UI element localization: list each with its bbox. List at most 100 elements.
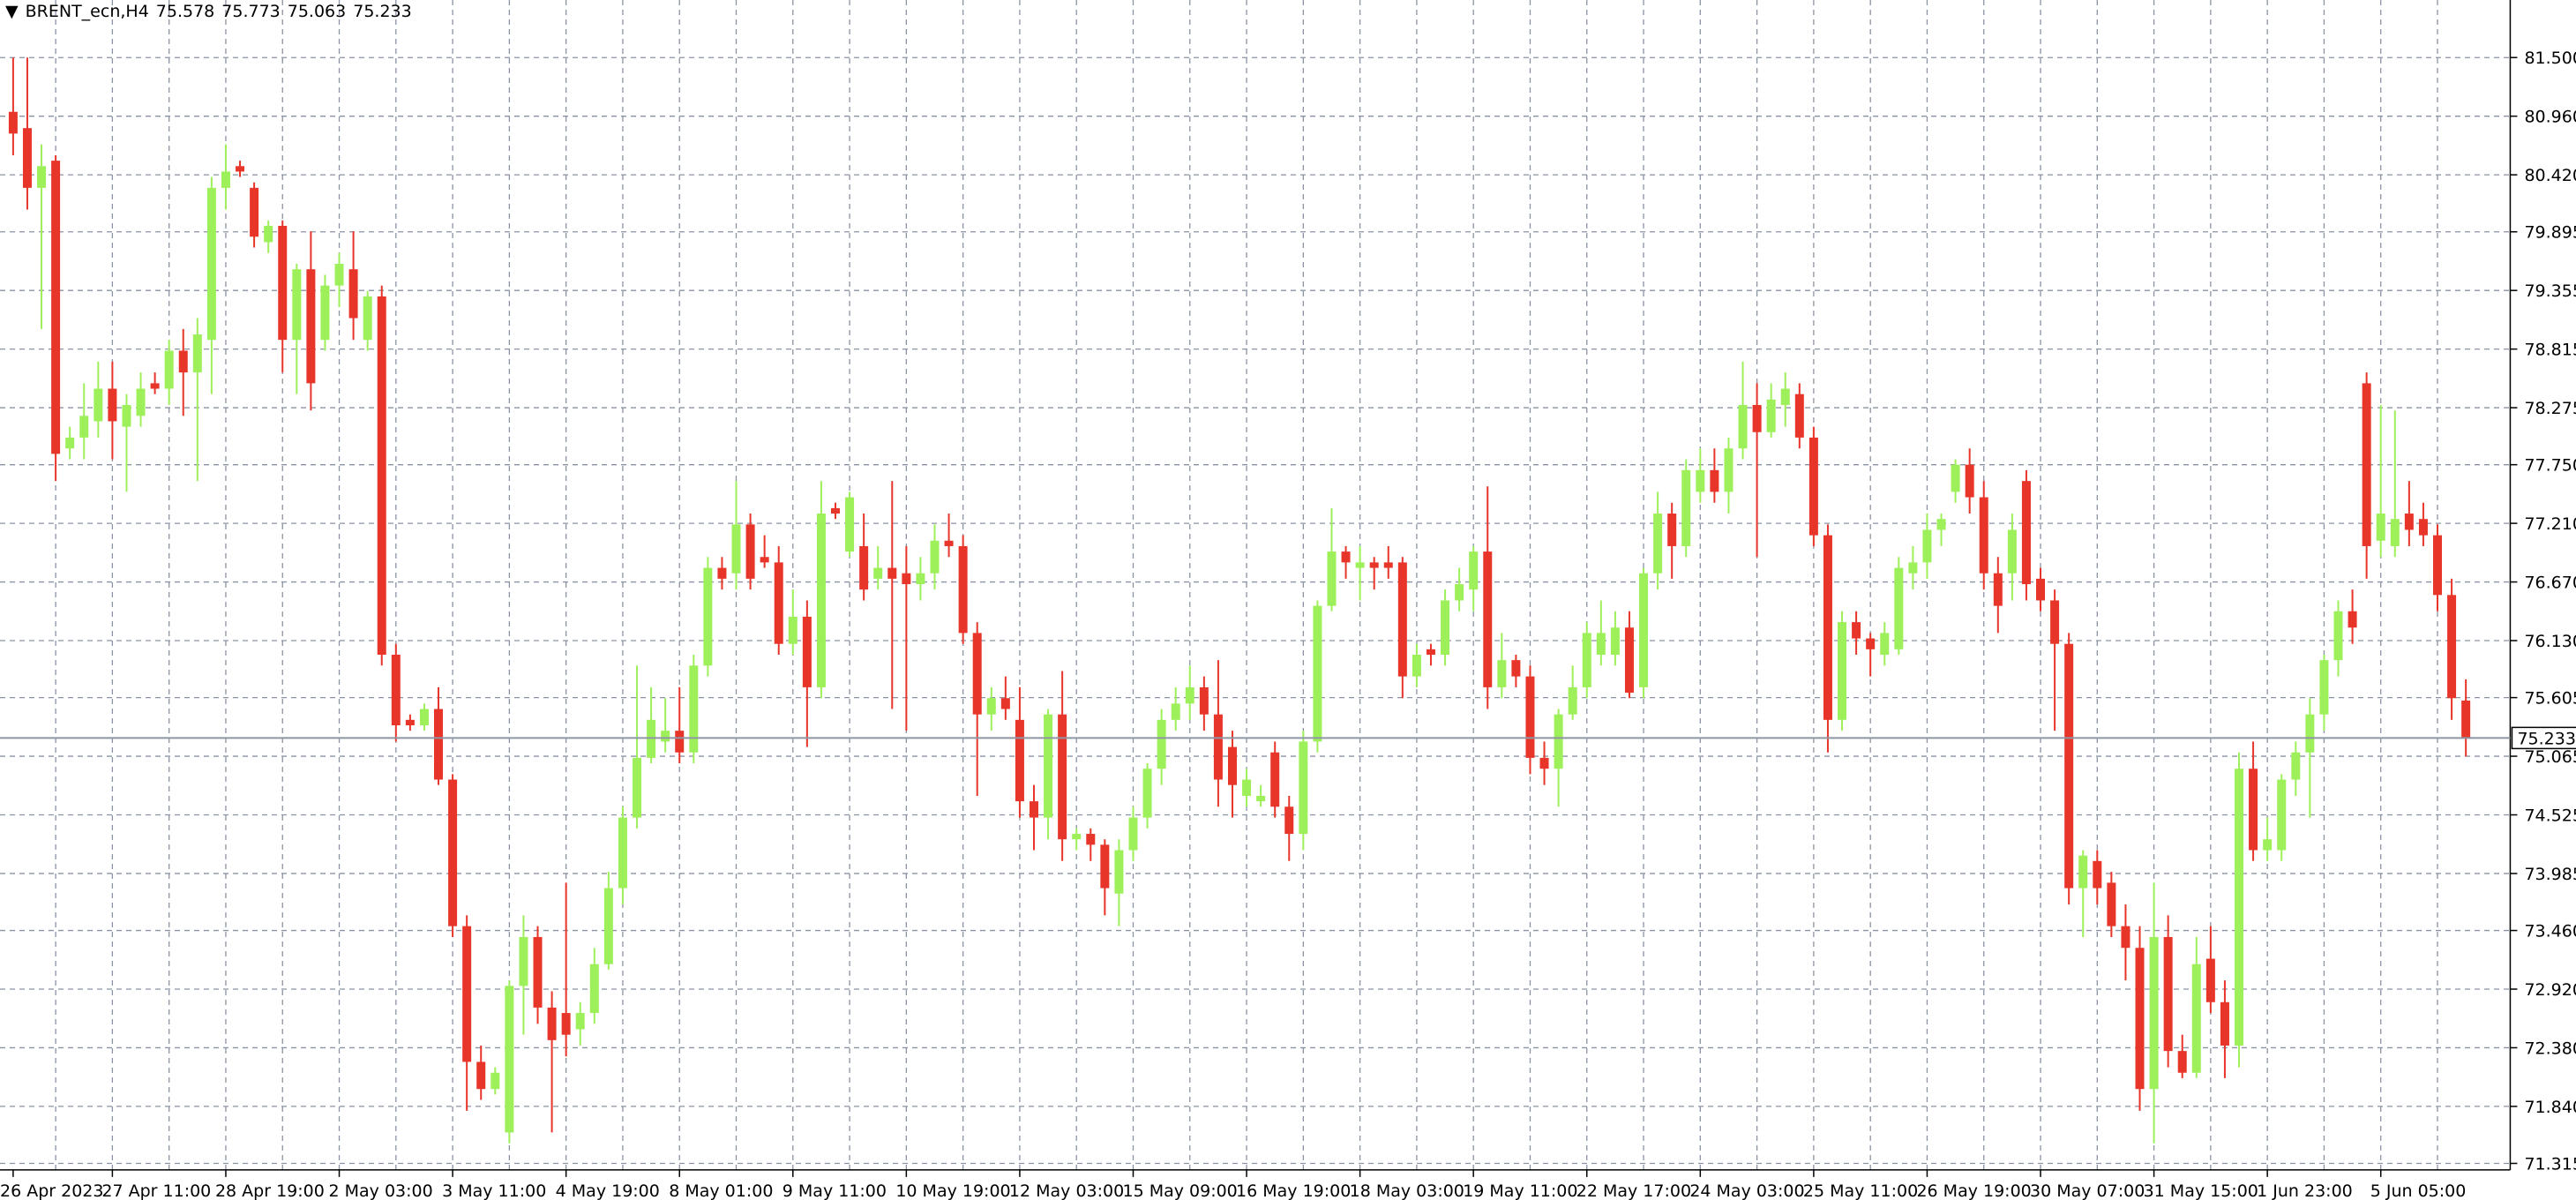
x-tick-label: 19 May 11:00: [1463, 1181, 1577, 1200]
candle-body: [1157, 719, 1166, 769]
candle-body: [405, 719, 415, 725]
candle-body: [1738, 404, 1748, 449]
candle-body: [2205, 958, 2215, 1002]
candle-body: [2390, 519, 2400, 546]
candle-body: [2404, 514, 2414, 530]
candle-body: [1610, 627, 1620, 656]
candle-body: [1497, 660, 1507, 687]
candle-body: [150, 383, 160, 389]
candle-body: [1242, 779, 1252, 796]
candle-body: [1213, 714, 1223, 780]
candle-body: [1015, 719, 1024, 802]
y-tick-label: 77.750: [2524, 456, 2576, 476]
candle-body: [2149, 936, 2159, 1090]
candle-body: [448, 779, 458, 926]
candle-body: [2249, 769, 2258, 851]
y-tick-label: 76.670: [2524, 574, 2576, 593]
y-tick-label: 76.130: [2524, 632, 2576, 651]
candle-body: [2291, 752, 2301, 780]
candle-body: [2078, 855, 2088, 889]
y-tick-label: 72.380: [2524, 1039, 2576, 1058]
header-close: 75.233: [353, 2, 412, 21]
x-tick-label: 5 Jun 05:00: [2370, 1181, 2467, 1200]
candle-body: [731, 524, 741, 574]
candle-body: [1029, 801, 1038, 818]
candle-body: [1936, 519, 1946, 530]
candle-body: [1044, 714, 1053, 818]
candle-body: [1086, 834, 1096, 845]
candle-body: [2333, 611, 2343, 661]
candle-body: [1058, 714, 1067, 840]
candle-body: [236, 166, 245, 172]
candle-body: [462, 926, 472, 1062]
chart-title: BRENT_ecn,H4: [25, 2, 149, 21]
candle-body: [2263, 839, 2273, 851]
candle-body: [2461, 700, 2471, 739]
x-tick-label: 28 Apr 19:00: [215, 1181, 325, 1200]
y-tick-label: 73.460: [2524, 922, 2576, 941]
candle-body: [2376, 514, 2385, 541]
candle-body: [1441, 600, 1450, 656]
candle-body: [816, 514, 826, 687]
candle-body: [476, 1061, 486, 1090]
candle-body: [136, 388, 146, 416]
candle-body: [561, 1013, 571, 1035]
candle-body: [1823, 535, 1832, 720]
candle-body: [2064, 643, 2074, 889]
candle-body: [1412, 655, 1421, 677]
candle-body: [1227, 746, 1237, 785]
candle-body: [689, 665, 699, 753]
candle-body: [589, 964, 599, 1014]
candle-body: [1383, 562, 1393, 568]
candle-body: [2093, 860, 2102, 889]
candle-body: [1752, 404, 1762, 432]
candle-body: [958, 545, 968, 634]
candle-body: [377, 296, 386, 656]
x-tick-label: 16 May 19:00: [1236, 1181, 1351, 1200]
candle-body: [1270, 752, 1280, 807]
candle-body: [1766, 399, 1776, 432]
candle-body: [1284, 806, 1294, 835]
candle-body: [51, 161, 61, 454]
candle-body: [1355, 562, 1365, 568]
candle-body: [972, 633, 982, 715]
candle-body: [1596, 633, 1606, 656]
x-tick-label: 9 May 11:00: [783, 1181, 887, 1200]
y-tick-label: 78.815: [2524, 341, 2576, 360]
candle-body: [2319, 660, 2329, 715]
candle-body: [1171, 703, 1180, 720]
candle-body: [944, 540, 954, 546]
candle-body: [2163, 936, 2173, 1052]
candle-body: [1794, 394, 1804, 438]
candle-body: [278, 225, 288, 341]
y-tick-label: 79.355: [2524, 281, 2576, 301]
x-tick-label: 2 May 03:00: [329, 1181, 433, 1200]
candle-body: [675, 731, 685, 753]
y-tick-label: 74.525: [2524, 806, 2576, 826]
candle-body: [8, 111, 18, 134]
candle-body: [1808, 437, 1818, 536]
y-tick-label: 79.895: [2524, 223, 2576, 243]
candle-body: [348, 269, 358, 319]
candle-body: [320, 285, 330, 341]
candle-body: [164, 350, 174, 389]
candle-body: [1894, 567, 1904, 649]
price-marker: [2511, 726, 2576, 750]
candle-body: [264, 225, 273, 243]
candle-body: [22, 128, 32, 188]
candle-body: [1979, 497, 1988, 574]
candle-body: [760, 557, 769, 563]
candle-body: [1483, 551, 1493, 687]
candle-body: [902, 573, 911, 585]
x-tick-label: 4 May 19:00: [556, 1181, 660, 1200]
candle-body: [533, 936, 543, 1008]
candle-body: [1710, 469, 1719, 492]
candle-body: [419, 709, 429, 725]
candle-body: [363, 296, 372, 341]
y-tick-label: 75.605: [2524, 689, 2576, 709]
chart-header: ▼ BRENT_ecn,H4 75.578 75.773 75.063 75.233: [5, 2, 419, 21]
x-tick-label: 31 May 15:00: [2144, 1181, 2258, 1200]
candle-body: [916, 573, 925, 585]
